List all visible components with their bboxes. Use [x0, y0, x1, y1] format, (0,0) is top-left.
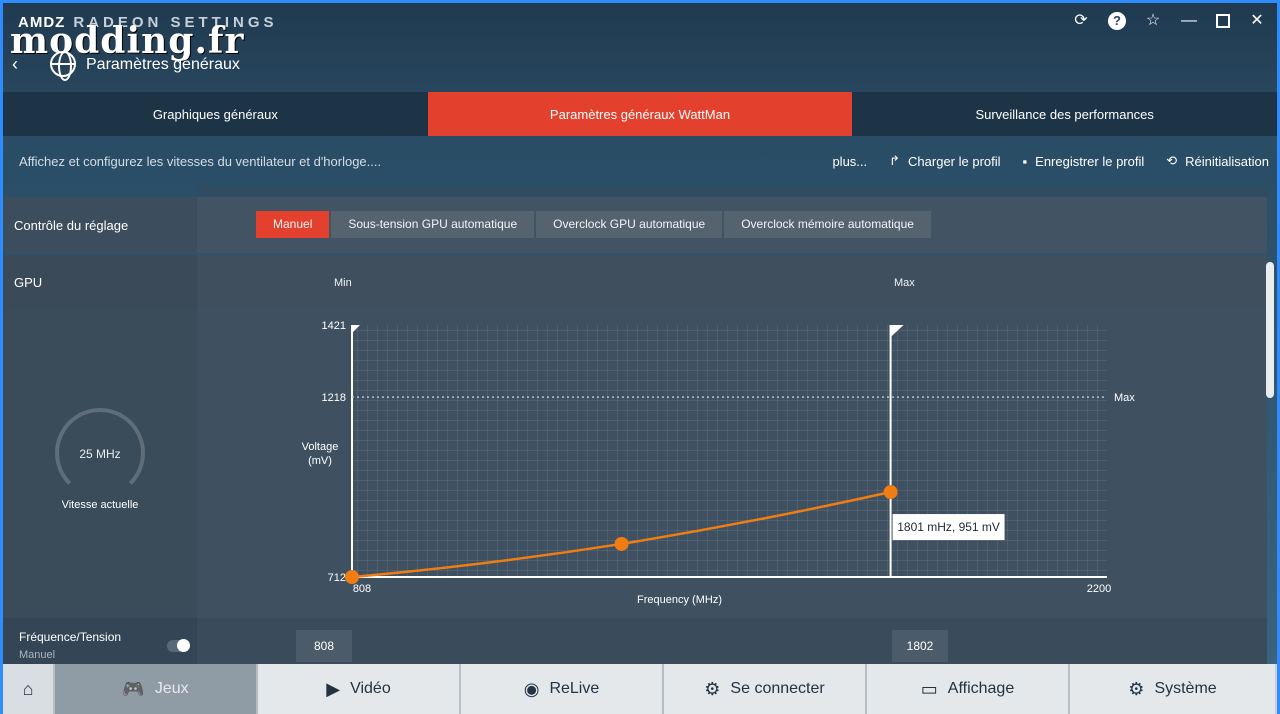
voltage-frequency-chart: Max 1421 1218 712 808 2200 Frequency (MHz) Volt…	[302, 320, 1136, 606]
reset-icon: ⟲	[1166, 153, 1178, 168]
vertical-scrollbar[interactable]	[1266, 262, 1274, 398]
y-axis-label: Voltage	[302, 441, 339, 453]
y-tick-label: 1218	[322, 392, 346, 404]
refresh-icon[interactable]: ⟳	[1074, 12, 1088, 29]
curve-point-1	[614, 536, 629, 551]
curve-point-0	[345, 570, 359, 584]
control-label: Contrôle du réglage	[14, 218, 129, 233]
mode-manuel-button[interactable]: Manuel	[256, 211, 330, 238]
nav-video[interactable]: ▶ Vidéo	[258, 664, 461, 714]
mode-oc-memory-button[interactable]: Overclock mémoire automatique	[724, 211, 931, 238]
tooltip-box	[892, 514, 1005, 541]
save-profile-button[interactable]: ▪ Enregistrer le profil	[1022, 153, 1145, 169]
home-button[interactable]: ⌂	[3, 664, 55, 714]
nav-se-connecter[interactable]: ⚙ Se connecter	[664, 664, 867, 714]
max-label: Max	[894, 277, 915, 289]
maximize-icon[interactable]	[1216, 14, 1230, 28]
watermark: modding.fr	[10, 20, 245, 62]
y-axis-unit-label: (mV)	[308, 455, 332, 467]
star-icon[interactable]: ☆	[1145, 12, 1161, 29]
curve-point-2	[883, 485, 898, 500]
nav-jeux[interactable]: 🎮 Jeux	[55, 664, 258, 714]
load-profile-button[interactable]: ↱ Charger le profil	[889, 153, 1001, 169]
control-mode-selector: Manuel Sous-tension GPU automatique Over…	[256, 211, 931, 238]
x-axis-label: Frequency (MHz)	[637, 594, 722, 606]
connect-icon: ⚙	[704, 678, 721, 699]
relive-icon: ◉	[523, 678, 540, 699]
home-icon: ⌂	[22, 678, 34, 699]
tab-graphiques-generaux[interactable]: Graphiques généraux	[152, 106, 278, 122]
page-title: Paramètres généraux	[86, 56, 240, 73]
help-icon[interactable]: ?	[1108, 12, 1126, 30]
share-arrow-icon: ↱	[889, 153, 901, 168]
y-tick-label: 1421	[322, 320, 346, 332]
bottom-navigation: ⌂ 🎮 Jeux ▶ Vidéo ◉ ReLive ⚙ Se connecter ▭ Af…	[3, 664, 1277, 714]
current-speed-label: Vitesse actuelle	[61, 499, 139, 511]
save-icon: ▪	[1022, 153, 1028, 169]
min-label: Min	[334, 277, 352, 289]
reset-button[interactable]: ⟲ Réinitialisation	[1166, 153, 1269, 169]
speed-gauge	[55, 408, 145, 498]
control-row: Contrôle du réglage Manuel Sous-tension …	[3, 197, 1267, 253]
mode-oc-gpu-button[interactable]: Overclock GPU automatique	[536, 211, 723, 238]
gamepad-icon: 🎮	[122, 678, 145, 699]
tab-bar: Graphiques généraux Paramètres généraux …	[3, 92, 1277, 136]
play-icon: ▶	[326, 678, 341, 699]
mode-undervolt-button[interactable]: Sous-tension GPU automatique	[331, 211, 535, 238]
nav-relive[interactable]: ◉ ReLive	[461, 664, 664, 714]
minimize-icon[interactable]: —	[1181, 12, 1197, 29]
current-speed-value: 25 MHz	[79, 447, 121, 461]
globe-icon	[50, 51, 76, 81]
frequency-voltage-row: Fréquence/Tension Manuel 808 1802	[3, 618, 1267, 664]
freq-voltage-mode: Manuel	[19, 649, 56, 661]
gpu-label: GPU	[14, 275, 43, 290]
tab-wattman[interactable]: Paramètres généraux WattMan	[427, 92, 853, 136]
more-link[interactable]: plus...	[832, 153, 868, 169]
window-controls: ⟳ ? ☆ — ✕	[1072, 12, 1266, 30]
y-tick-label: 712	[328, 572, 346, 584]
freq-voltage-toggle[interactable]	[167, 639, 190, 652]
tooltip-text: 1801 mHz, 951 mV	[897, 520, 1000, 534]
display-icon: ▭	[920, 678, 938, 699]
nav-systeme[interactable]: ⚙ Système	[1070, 664, 1275, 714]
scrolled-content-strip	[197, 186, 1267, 196]
max-marker-handle	[889, 325, 904, 338]
title-bar: AMDZ RADEON SETTINGS modding.fr ‹ Paramèt…	[0, 0, 1280, 92]
min-frequency-field[interactable]: 808	[296, 630, 352, 662]
tab-surveillance[interactable]: Surveillance des performances	[975, 106, 1154, 122]
nav-affichage[interactable]: ▭ Affichage	[867, 664, 1070, 714]
x-tick-label: 2200	[1087, 583, 1111, 595]
gpu-row: GPU Min Max	[3, 255, 1267, 310]
page-description: Affichez et configurez les vitesses du v…	[19, 153, 382, 169]
action-bar: Affichez et configurez les vitesses du v…	[3, 136, 1277, 186]
min-marker-handle	[351, 325, 360, 334]
close-icon[interactable]: ✕	[1250, 12, 1264, 29]
x-tick-label: 808	[353, 583, 371, 595]
back-arrow-icon[interactable]: ‹	[12, 54, 18, 74]
voltage-frequency-chart-panel: Max 1421 1218 712 808 2200 Frequency (MHz) Volt…	[197, 310, 1267, 618]
speed-gauge-panel: 25 MHz Vitesse actuelle	[3, 310, 197, 618]
freq-voltage-label: Fréquence/Tension	[19, 630, 122, 644]
max-frequency-field[interactable]: 1802	[892, 630, 948, 662]
app-brand: AMDZ RADEON SETTINGS	[18, 14, 278, 31]
max-voltage-label: Max	[1114, 392, 1135, 404]
system-icon: ⚙	[1128, 678, 1145, 699]
